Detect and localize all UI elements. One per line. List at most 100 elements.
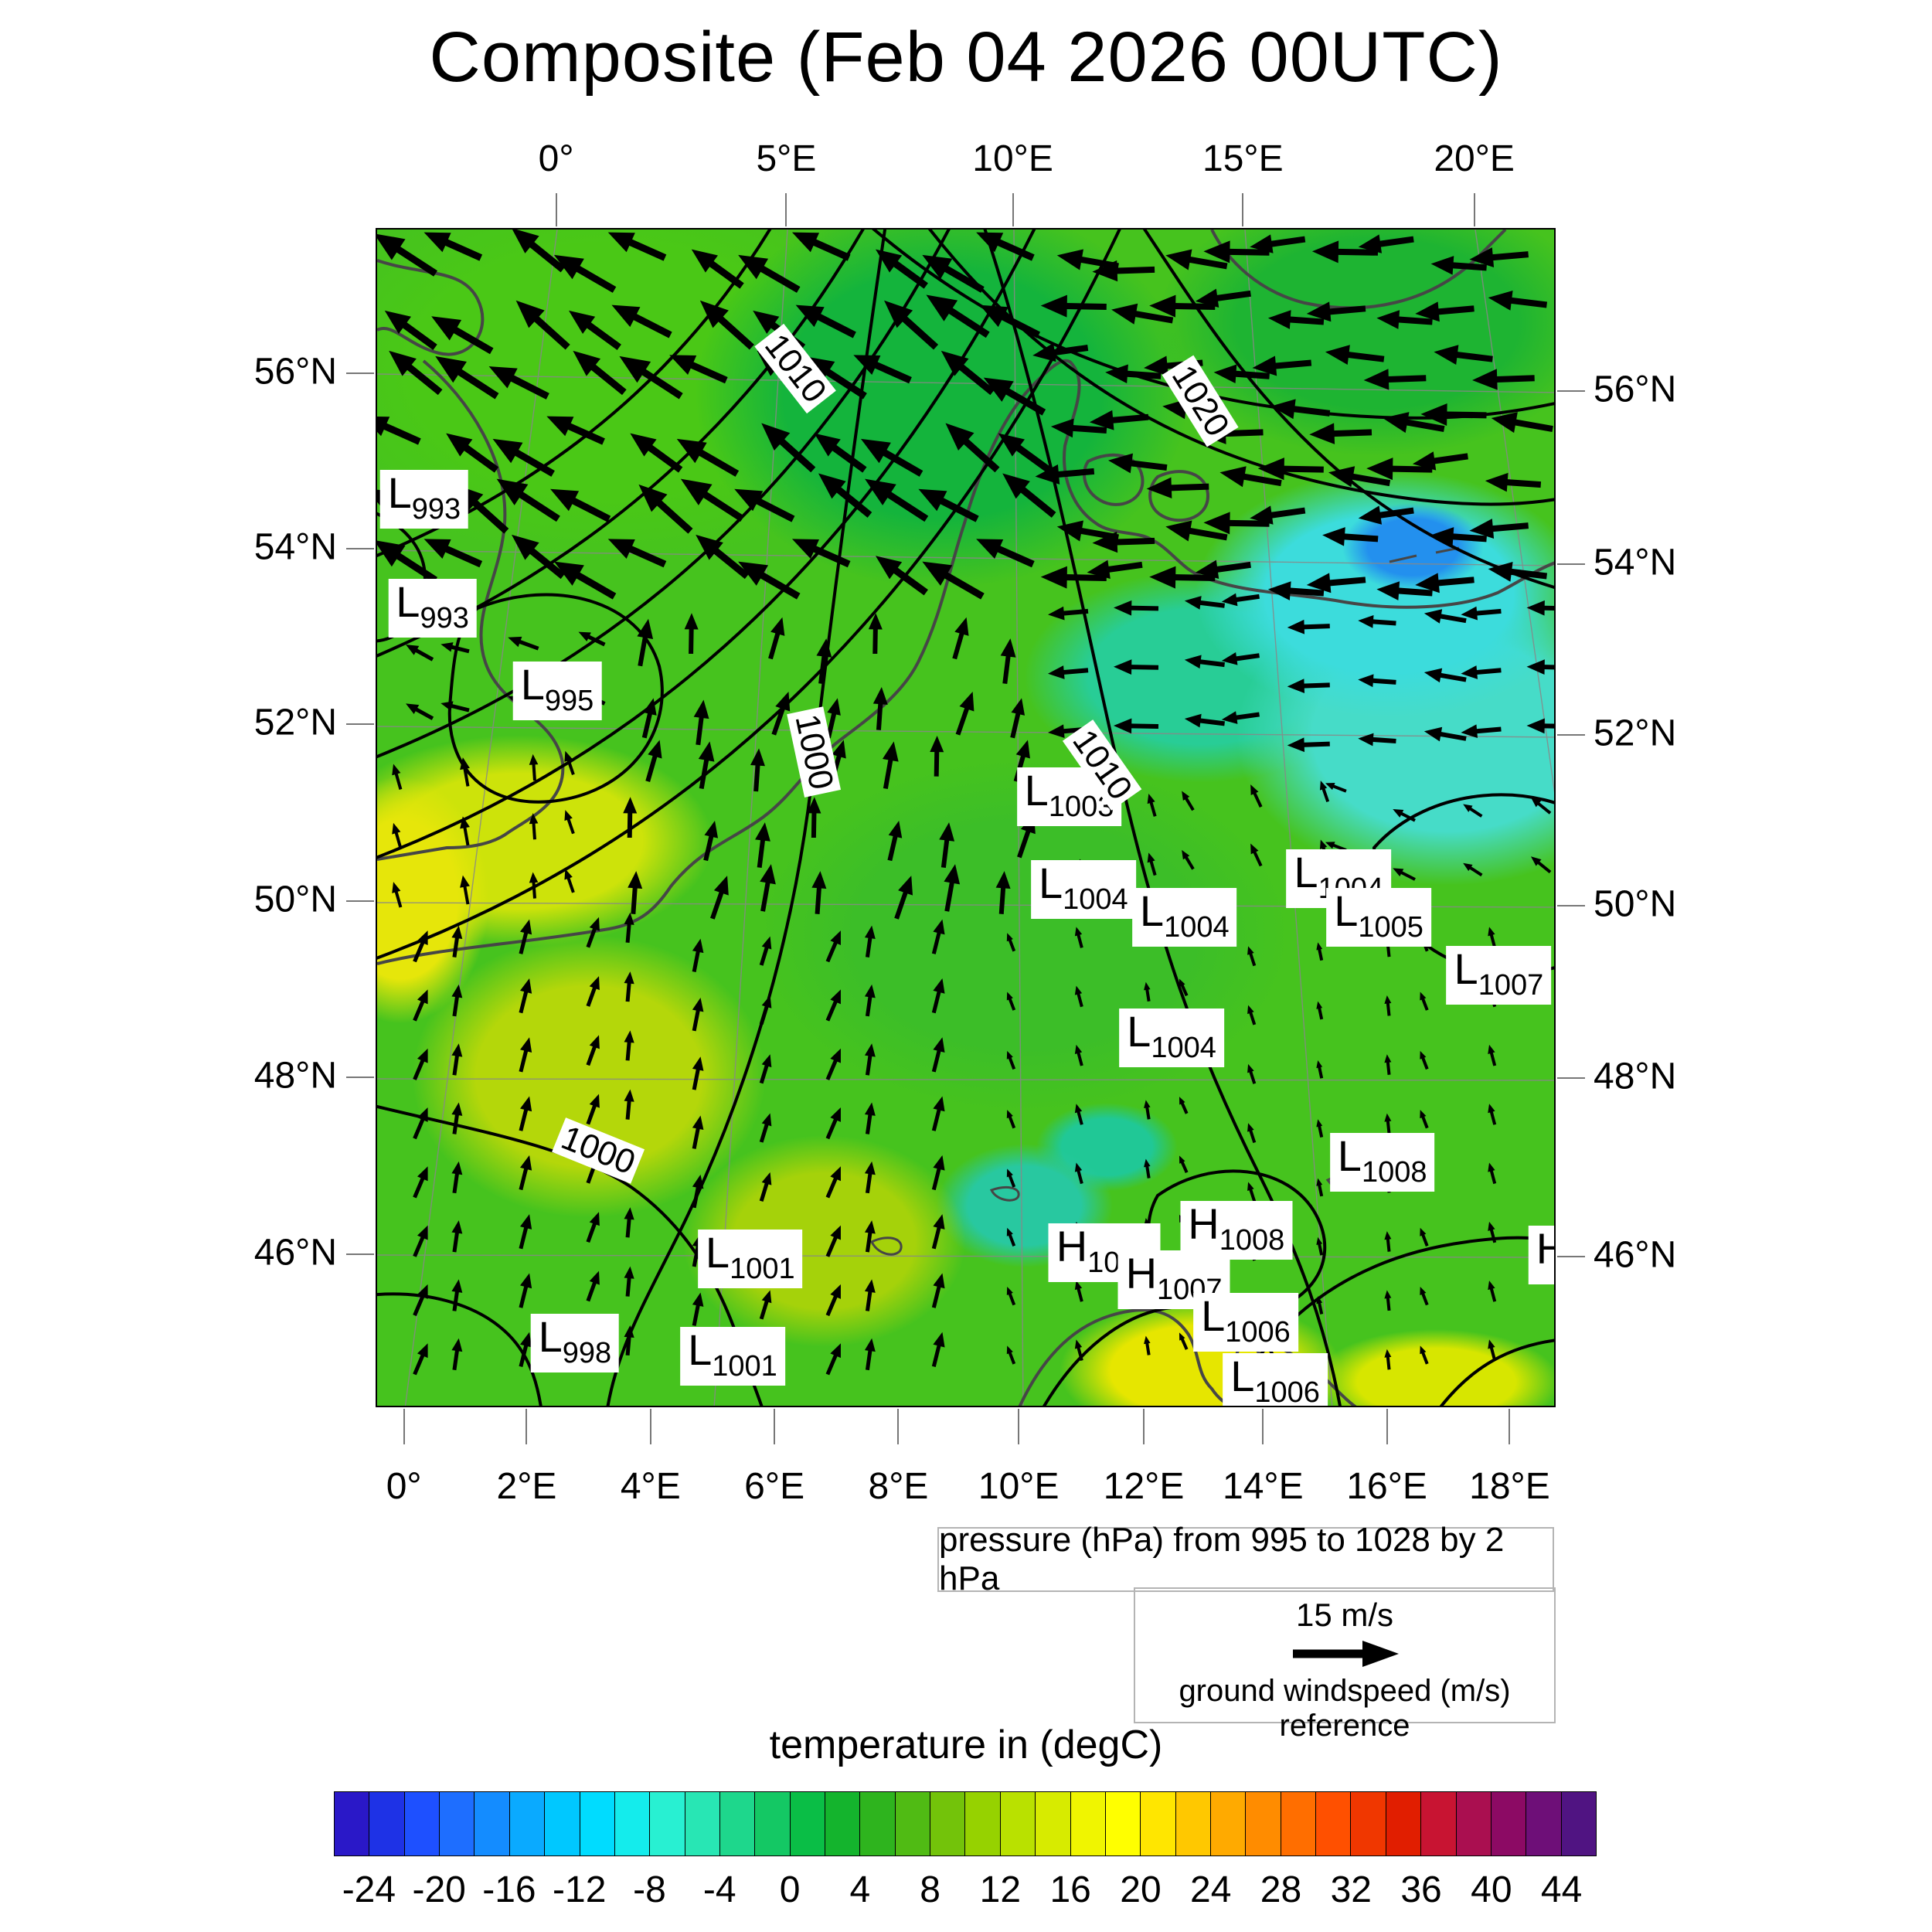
colorbar-cell bbox=[545, 1791, 580, 1856]
bottom-axis-label: 16°E bbox=[1346, 1466, 1427, 1507]
colorbar-tick-label: 8 bbox=[920, 1869, 940, 1910]
wind-arrows-layer bbox=[377, 230, 1554, 1386]
pressure-value: 1001 bbox=[712, 1350, 777, 1383]
pressure-value: 1006 bbox=[1225, 1315, 1291, 1349]
colorbar-tick-label: 32 bbox=[1330, 1869, 1372, 1910]
pressure-label-L1001: L1001 bbox=[697, 1227, 803, 1288]
pressure-label-L1007: L1007 bbox=[1446, 945, 1552, 1005]
pressure-label-L995: L995 bbox=[512, 661, 602, 720]
pressure-label-L1005: L1005 bbox=[1326, 888, 1431, 947]
pressure-caption-text: pressure (hPa) from 995 to 1028 by 2 hPa bbox=[939, 1521, 1505, 1597]
top-axis-label: 10°E bbox=[972, 138, 1053, 179]
pressure-label-L993: L993 bbox=[379, 468, 469, 529]
pressure-letter: L bbox=[1038, 858, 1063, 907]
pressure-value: 1001 bbox=[730, 1252, 795, 1285]
pressure-label-L1003: L1003 bbox=[1016, 767, 1122, 826]
pressure-letter: L bbox=[1201, 1291, 1226, 1340]
top-axis-label: 5°E bbox=[756, 138, 817, 179]
pressure-letter: H bbox=[1056, 1222, 1088, 1271]
left-tick bbox=[346, 372, 374, 374]
pressure-value: 1007 bbox=[1478, 968, 1544, 1002]
pressure-letter: L bbox=[1294, 848, 1318, 897]
colorbar-cell bbox=[440, 1791, 475, 1856]
pressure-letter: L bbox=[387, 468, 412, 517]
pressure-label-L998: L998 bbox=[530, 1312, 620, 1373]
pressure-value: 1005 bbox=[1358, 911, 1423, 944]
right-axis-label: 46°N bbox=[1594, 1233, 1677, 1275]
bottom-tick bbox=[403, 1409, 405, 1444]
right-axis-label: 48°N bbox=[1594, 1056, 1677, 1097]
colorbar-cell bbox=[1175, 1791, 1211, 1856]
pressure-label-H1008: H1008 bbox=[1180, 1199, 1293, 1260]
right-tick bbox=[1557, 905, 1585, 907]
pressure-value: 993 bbox=[420, 602, 469, 635]
right-tick bbox=[1557, 563, 1585, 565]
left-axis-label: 50°N bbox=[253, 879, 337, 920]
left-axis-label: 46°N bbox=[253, 1231, 337, 1273]
bottom-axis-label: 0° bbox=[386, 1466, 422, 1507]
left-tick bbox=[346, 1253, 374, 1255]
pressure-letter: H bbox=[1188, 1199, 1219, 1249]
bottom-tick bbox=[897, 1409, 900, 1444]
top-tick bbox=[555, 193, 557, 226]
right-tick bbox=[1557, 734, 1585, 736]
colorbar-cell bbox=[965, 1791, 1001, 1856]
pressure-label-L993: L993 bbox=[388, 579, 477, 638]
wind-reference-label: ground windspeed (m/s) reference bbox=[1179, 1674, 1511, 1743]
wind-reference-speed: 15 m/s bbox=[1295, 1597, 1394, 1633]
top-axis-label: 15°E bbox=[1202, 138, 1284, 179]
colorbar-cell bbox=[1456, 1791, 1492, 1856]
colorbar-cell bbox=[685, 1791, 720, 1856]
pressure-letter: L bbox=[705, 1227, 730, 1277]
colorbar-cell bbox=[755, 1791, 791, 1856]
bottom-axis-label: 6°E bbox=[744, 1466, 805, 1507]
colorbar-tick-label: 16 bbox=[1049, 1869, 1091, 1910]
left-tick bbox=[346, 723, 374, 726]
bottom-axis-label: 18°E bbox=[1469, 1466, 1550, 1507]
pressure-letter: L bbox=[1139, 886, 1165, 936]
bottom-axis-label: 4°E bbox=[620, 1466, 681, 1507]
colorbar-cell bbox=[1561, 1791, 1597, 1856]
pressure-value: 1008 bbox=[1219, 1224, 1285, 1257]
bottom-axis-label: 2°E bbox=[496, 1466, 557, 1507]
bottom-axis-label: 10°E bbox=[978, 1466, 1060, 1507]
colorbar-tick-label: 12 bbox=[979, 1869, 1022, 1910]
colorbar-cell bbox=[1000, 1791, 1036, 1856]
colorbar-tick-label: -20 bbox=[412, 1869, 466, 1910]
wind-reference-arrow-icon bbox=[1293, 1641, 1399, 1667]
colorbar-tick-label: -16 bbox=[482, 1869, 536, 1910]
colorbar-title: temperature in (degC) bbox=[769, 1723, 1163, 1767]
bottom-tick bbox=[1509, 1409, 1511, 1444]
page-title: Composite (Feb 04 2026 00UTC) bbox=[429, 18, 1503, 97]
bottom-tick bbox=[1386, 1409, 1388, 1444]
colorbar-cell bbox=[719, 1791, 756, 1856]
pressure-label-L1008: L1008 bbox=[1329, 1132, 1435, 1192]
bottom-tick bbox=[1262, 1409, 1264, 1444]
top-axis-label: 0° bbox=[538, 138, 574, 179]
colorbar-cell bbox=[650, 1791, 685, 1856]
colorbar-cell bbox=[895, 1791, 931, 1856]
bottom-axis-label: 8°E bbox=[868, 1466, 929, 1507]
colorbar-tick-label: -4 bbox=[702, 1869, 736, 1910]
colorbar-cell bbox=[1281, 1791, 1317, 1856]
pressure-label-L1004: L1004 bbox=[1119, 1008, 1224, 1067]
bottom-tick bbox=[649, 1409, 651, 1444]
temperature-colorbar bbox=[334, 1791, 1597, 1856]
top-tick bbox=[785, 193, 787, 226]
top-tick bbox=[1473, 193, 1475, 226]
colorbar-cell bbox=[404, 1791, 440, 1856]
colorbar-tick-label: -8 bbox=[633, 1869, 666, 1910]
colorbar-cell bbox=[825, 1791, 861, 1856]
bottom-axis-label: 14°E bbox=[1222, 1466, 1304, 1507]
pressure-letter: L bbox=[1334, 886, 1359, 936]
colorbar-tick-label: -24 bbox=[342, 1869, 396, 1910]
left-axis-label: 54°N bbox=[253, 526, 337, 568]
pressure-value: 995 bbox=[544, 684, 594, 717]
pressure-letter: L bbox=[538, 1312, 563, 1362]
pressure-label-L1006: L1006 bbox=[1223, 1352, 1328, 1406]
colorbar-cell bbox=[509, 1791, 546, 1856]
top-axis-label: 20°E bbox=[1434, 138, 1515, 179]
pressure-value: 998 bbox=[562, 1337, 612, 1370]
left-tick bbox=[346, 900, 374, 903]
pressure-label-L1004: L1004 bbox=[1030, 858, 1136, 919]
